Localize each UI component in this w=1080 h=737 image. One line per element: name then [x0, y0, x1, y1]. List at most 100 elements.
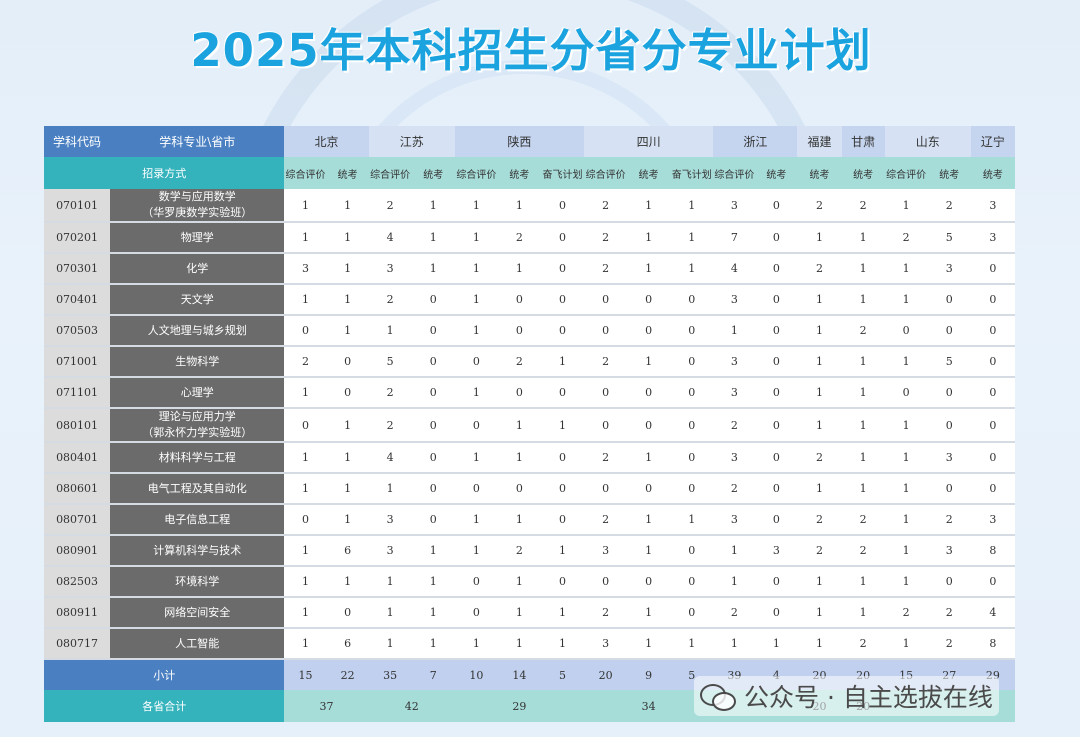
plan-count-cell: 0	[884, 378, 928, 409]
plan-count-cell: 1	[627, 598, 671, 629]
plan-count-cell: 2	[841, 505, 885, 536]
plan-count-cell: 2	[797, 505, 842, 536]
major-code: 080101	[44, 409, 111, 443]
method-cell: 统考	[841, 157, 885, 189]
major-name-line: 人工智能	[175, 636, 220, 650]
plan-count-cell: 1	[841, 347, 885, 378]
plan-count-cell: 1	[884, 567, 928, 598]
major-code: 070401	[44, 285, 111, 316]
plan-count-cell: 0	[411, 378, 455, 409]
major-code: 080901	[44, 536, 111, 567]
plan-count-cell: 0	[284, 316, 327, 347]
plan-count-cell: 1	[326, 443, 369, 474]
major-code: 080717	[44, 629, 111, 660]
plan-count-cell: 1	[670, 629, 714, 660]
method-cell: 统考	[927, 157, 971, 189]
plan-count-cell: 0	[584, 409, 628, 443]
plan-count-cell: 1	[368, 598, 412, 629]
plan-count-cell: 1	[368, 567, 412, 598]
plan-count-cell: 2	[884, 223, 928, 254]
method-cell: 统考	[755, 157, 798, 189]
plan-count-cell: 4	[368, 223, 412, 254]
plan-count-cell: 3	[584, 536, 628, 567]
plan-count-cell: 2	[368, 378, 412, 409]
plan-count-cell: 0	[755, 409, 798, 443]
plan-count-cell: 1	[284, 189, 327, 223]
plan-count-cell: 1	[326, 223, 369, 254]
plan-count-cell: 1	[326, 567, 369, 598]
plan-count-cell: 0	[411, 409, 455, 443]
plan-count-cell: 0	[755, 567, 798, 598]
major-name: 材料科学与工程	[110, 443, 285, 474]
plan-count-cell: 1	[284, 223, 327, 254]
major-name: 环境科学	[110, 567, 285, 598]
major-code: 071001	[44, 347, 111, 378]
plan-count-cell: 1	[670, 223, 714, 254]
plan-count-cell: 0	[411, 474, 455, 505]
subtotal-cell: 22	[326, 660, 369, 690]
major-name-line: 理论与应用力学	[158, 410, 236, 423]
major-header: 学科专业\省市	[110, 126, 285, 157]
plan-count-cell: 2	[927, 189, 971, 223]
plan-count-cell: 5	[368, 347, 412, 378]
plan-count-cell: 0	[540, 443, 585, 474]
plan-count-cell: 1	[540, 409, 585, 443]
plan-count-cell: 0	[540, 316, 585, 347]
plan-count-cell: 1	[326, 285, 369, 316]
plan-count-cell: 1	[454, 285, 498, 316]
plan-count-cell: 0	[411, 285, 455, 316]
plan-count-cell: 3	[927, 443, 971, 474]
plan-count-cell: 1	[841, 409, 885, 443]
plan-count-cell: 0	[584, 285, 628, 316]
method-cell: 统考	[970, 157, 1015, 189]
plan-count-cell: 1	[627, 189, 671, 223]
plan-count-cell: 1	[284, 598, 327, 629]
plan-count-cell: 0	[755, 285, 798, 316]
plan-count-cell: 1	[884, 505, 928, 536]
plan-count-cell: 1	[454, 443, 498, 474]
plan-count-cell: 0	[755, 378, 798, 409]
province-header-row: 学科代码 学科专业\省市 北京 江苏 陕西 四川 浙江 福建 甘肃 山东 辽宁	[44, 126, 1015, 157]
plan-count-cell: 1	[670, 505, 714, 536]
plan-count-cell: 2	[713, 409, 756, 443]
plan-count-cell: 1	[284, 443, 327, 474]
plan-count-cell: 1	[627, 536, 671, 567]
plan-count-cell: 8	[970, 536, 1015, 567]
subtotal-cell: 9	[627, 660, 671, 690]
plan-count-cell: 2	[841, 189, 885, 223]
major-code: 080701	[44, 505, 111, 536]
plan-count-cell: 1	[841, 254, 885, 285]
major-name-line: 电气工程及其自动化	[147, 481, 247, 495]
plan-count-cell: 1	[411, 189, 455, 223]
plan-count-cell: 0	[326, 378, 369, 409]
plan-count-cell: 1	[884, 443, 928, 474]
plan-count-cell: 1	[497, 629, 541, 660]
plan-count-cell: 1	[284, 567, 327, 598]
plan-count-cell: 2	[797, 536, 842, 567]
plan-count-cell: 0	[497, 378, 541, 409]
plan-count-cell: 1	[884, 189, 928, 223]
plan-count-cell: 3	[584, 629, 628, 660]
plan-count-cell: 0	[584, 567, 628, 598]
plan-count-cell: 0	[927, 378, 971, 409]
method-cell: 综合评价	[884, 157, 928, 189]
plan-count-cell: 3	[713, 378, 756, 409]
plan-count-cell: 0	[454, 474, 498, 505]
major-name-line: 天文学	[180, 292, 214, 306]
plan-count-cell: 0	[454, 409, 498, 443]
plan-count-cell: 0	[970, 474, 1015, 505]
subtotal-cell: 15	[284, 660, 327, 690]
plan-count-cell: 1	[454, 189, 498, 223]
plan-count-cell: 1	[755, 629, 798, 660]
major-name: 网络空间安全	[110, 598, 285, 629]
major-name: 物理学	[110, 223, 285, 254]
plan-count-cell: 0	[670, 347, 714, 378]
province-beijing: 北京	[284, 126, 369, 157]
province-zhejiang: 浙江	[713, 126, 798, 157]
plan-count-cell: 0	[670, 598, 714, 629]
method-cell: 统考	[627, 157, 671, 189]
plan-count-cell: 1	[368, 629, 412, 660]
method-cell: 综合评价	[284, 157, 327, 189]
plan-count-cell: 4	[713, 254, 756, 285]
plan-count-cell: 0	[970, 316, 1015, 347]
